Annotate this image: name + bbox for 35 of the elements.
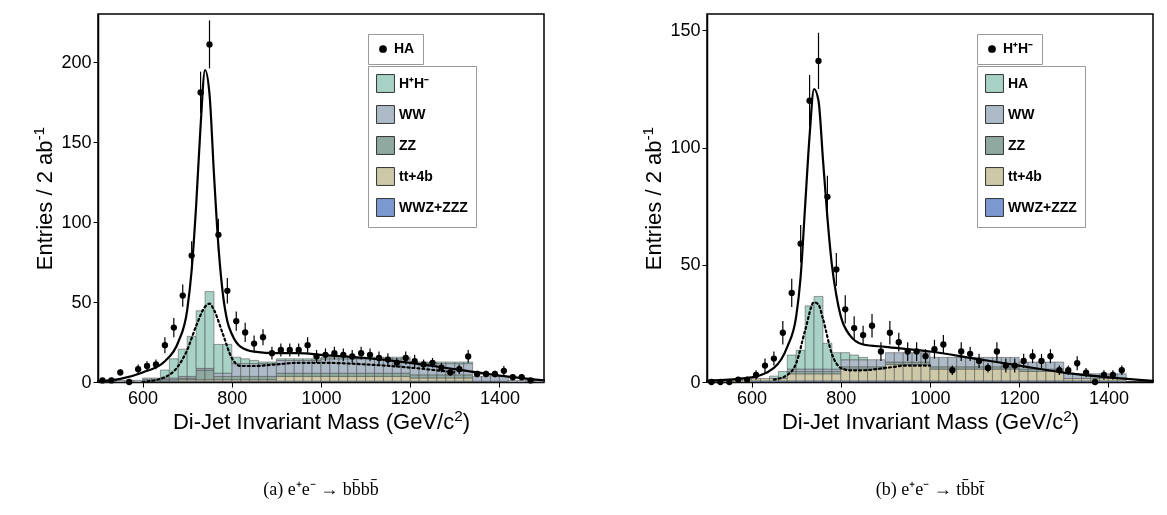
legend-label: ZZ — [1008, 136, 1026, 153]
legend-label: H⁺H⁻ — [1003, 40, 1034, 56]
x-tick-label: 1200 — [999, 387, 1040, 408]
x-tick-label: 600 — [737, 387, 768, 408]
y-tick-label: 0 — [690, 371, 701, 392]
y-tick-label: 150 — [61, 131, 92, 152]
y-tick-label: 50 — [71, 291, 92, 312]
legend-label: HA — [394, 40, 415, 56]
legend-label: H⁺H⁻ — [399, 74, 430, 91]
x-tick-label: 1000 — [301, 387, 342, 408]
text: (a) e⁺e⁻ → bb̄bb̄ — [263, 478, 379, 500]
legend-label: WW — [1008, 105, 1036, 122]
y-tick-label: 100 — [61, 211, 92, 232]
x-axis-title: Di-Jet Invariant Mass (GeV/c$^{2}$) — [172, 406, 471, 434]
text: (b) e⁺e⁻ → tb̄bt̄ — [875, 478, 985, 500]
y-tick-label: 0 — [81, 371, 92, 392]
y-tick-label: 50 — [680, 254, 701, 275]
legend-label: tt+4b — [399, 167, 433, 184]
x-tick-label: 1000 — [910, 387, 951, 408]
y-tick-label: 200 — [61, 51, 92, 72]
y-tick-label: 150 — [670, 19, 701, 40]
legend-label: WWZ+ZZZ — [399, 198, 469, 215]
legend-label: WWZ+ZZZ — [1008, 198, 1078, 215]
x-tick-label: 600 — [128, 387, 159, 408]
x-tick-label: 1200 — [390, 387, 431, 408]
legend-label: tt+4b — [1008, 167, 1042, 184]
x-tick-label: 800 — [826, 387, 857, 408]
legend-label: HA — [1008, 74, 1029, 91]
x-axis-title: Di-Jet Invariant Mass (GeV/c$^{2}$) — [781, 406, 1080, 434]
legend-label: WW — [399, 105, 427, 122]
x-tick-label: 1400 — [479, 387, 520, 408]
x-tick-label: 1400 — [1088, 387, 1129, 408]
y-tick-label: 100 — [670, 137, 701, 158]
legend-label: ZZ — [399, 136, 417, 153]
x-tick-label: 800 — [217, 387, 248, 408]
